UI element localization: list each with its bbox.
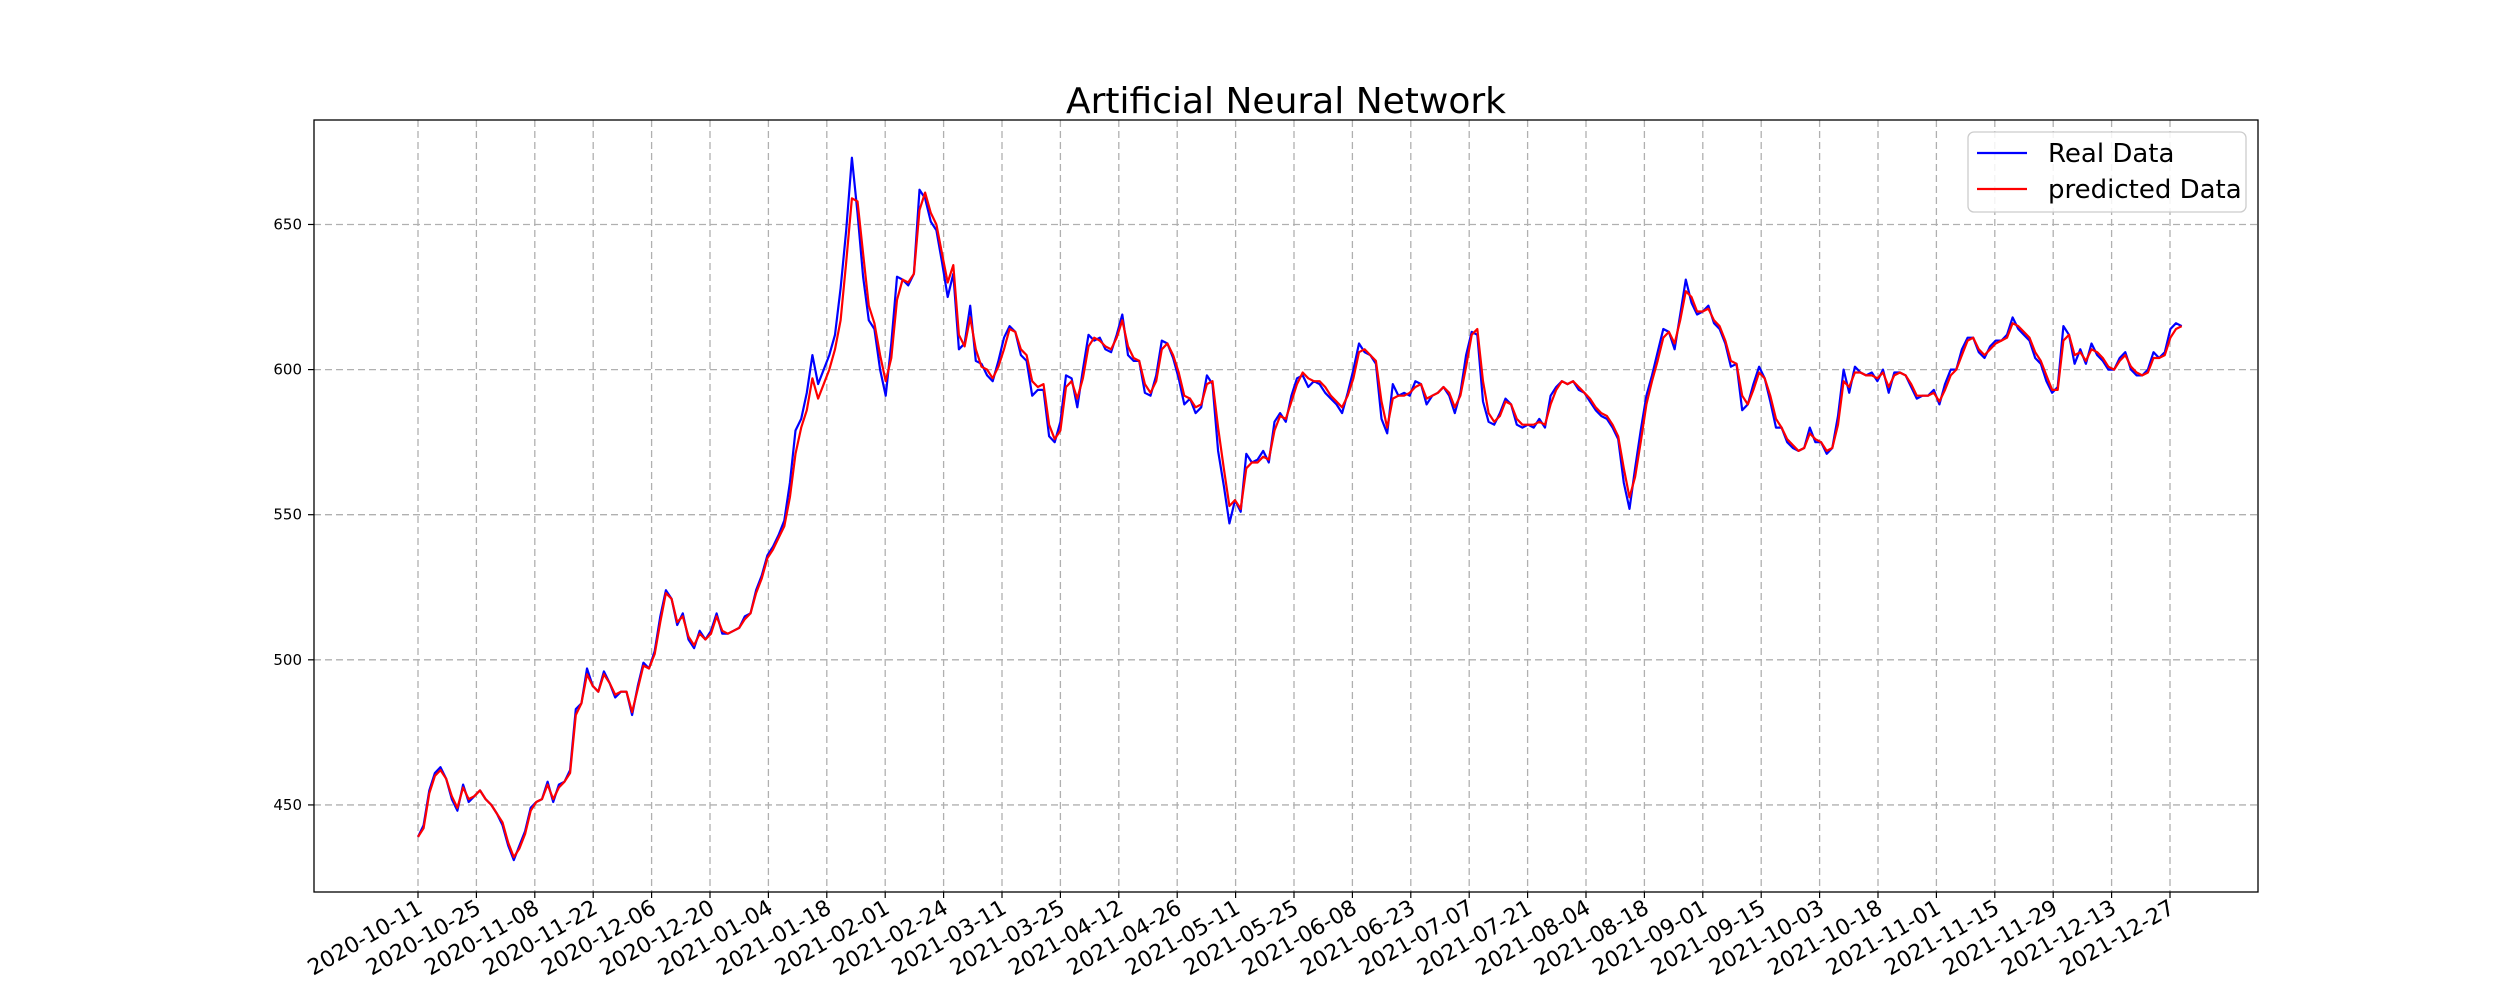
legend: Real Data predicted Data [1967, 131, 2247, 213]
plot-frame [313, 119, 2259, 893]
legend-label-real-data: Real Data [2048, 139, 2174, 169]
y-tick-label: 550 [273, 506, 302, 524]
y-tick-label: 650 [273, 215, 302, 233]
legend-label-predicted-data: predicted Data [2048, 175, 2242, 205]
axis-ticks: 2020-10-112020-10-252020-11-082020-11-22… [273, 215, 2179, 981]
y-tick-label: 500 [273, 651, 302, 669]
legend-box [1967, 131, 2247, 213]
series-line-predicted-data [417, 191, 2183, 859]
y-tick-label: 450 [273, 796, 302, 814]
y-tick-label: 600 [273, 361, 302, 379]
chart-title: Artificial Neural Network [1066, 81, 1506, 122]
series-group [417, 156, 2183, 862]
grid [314, 120, 2258, 892]
